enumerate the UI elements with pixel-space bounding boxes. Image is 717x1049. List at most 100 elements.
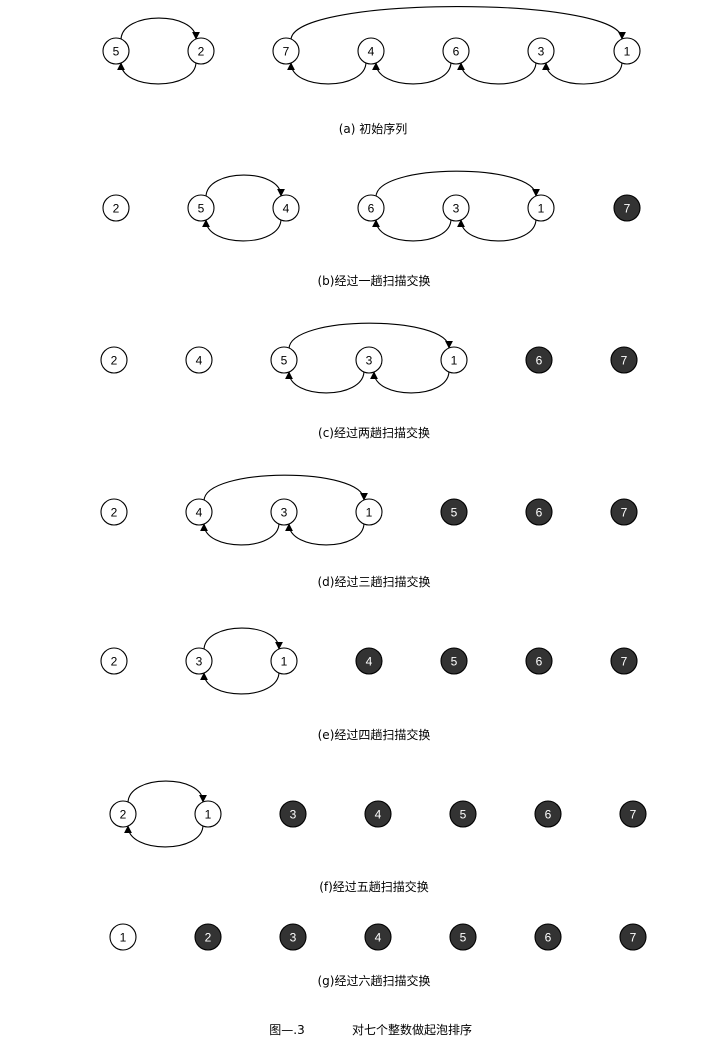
node-label: 2 [111,354,118,368]
node-label: 2 [120,808,127,822]
node-label: 2 [111,506,118,520]
node-label: 7 [621,655,628,669]
node-label: 6 [453,45,460,59]
panel-caption: (g)经过六趟扫描交换 [318,973,431,988]
figure-caption-label: 图—.3 [269,1023,304,1037]
panel-d: 2 4 3 1 5 6 7 (d)经过三趟扫描交换 [100,474,638,589]
sorted-node-circle [610,346,638,374]
node-circle [194,800,222,828]
node-label: 5 [198,202,205,216]
node: 3 [279,800,307,828]
node-label: 7 [624,202,631,216]
swap-arrow [290,6,626,41]
node: 7 [613,194,641,222]
node: 6 [442,37,470,65]
sorted-node-circle [610,498,638,526]
swap-arrow [124,824,204,848]
node: 6 [525,346,553,374]
node: 4 [364,800,392,828]
sorted-node-circle [279,923,307,951]
panels-layer: 5 2 7 4 6 3 1 (a) 初始序列 2 5 4 6 3 1 7 (b)经过一趟扫描交换 2 4 5 3 1 6 7… [100,6,647,988]
sorted-node-circle [364,923,392,951]
node-label: 7 [630,931,637,945]
panel-caption: (c)经过两趟扫描交换 [318,425,430,440]
node-circle [272,37,300,65]
node: 2 [100,647,128,675]
node-label: 5 [460,931,467,945]
swap-arrow [127,780,207,804]
node: 3 [270,498,298,526]
node-label: 6 [536,354,543,368]
node-label: 2 [113,202,120,216]
sorted-node-circle [619,800,647,828]
node: 7 [610,498,638,526]
node-label: 5 [113,45,120,59]
node-circle [185,498,213,526]
panel-f: 2 1 3 4 5 6 7 (f)经过五趟扫描交换 [109,780,647,894]
node-circle [272,194,300,222]
node-label: 4 [375,808,382,822]
swap-arrow [285,370,365,394]
node: 2 [194,923,222,951]
panel-e: 2 3 1 4 5 6 7 (e)经过四趟扫描交换 [100,627,638,742]
node-label: 1 [538,202,545,216]
node-circle [185,647,213,675]
panel-c: 2 4 5 3 1 6 7 (c)经过两趟扫描交换 [100,322,638,440]
node: 7 [619,923,647,951]
swap-arrow [205,174,285,198]
node-label: 2 [198,45,205,59]
node: 3 [442,194,470,222]
sorted-node-circle [449,923,477,951]
node: 4 [185,498,213,526]
swap-arrow [372,218,452,242]
node-circle [102,194,130,222]
node: 5 [449,800,477,828]
panel-caption: (b)经过一趟扫描交换 [318,273,431,288]
node: 7 [619,800,647,828]
node: 4 [272,194,300,222]
swap-arrow [120,17,200,41]
swap-arrow [200,522,280,546]
node: 4 [357,37,385,65]
node: 5 [449,923,477,951]
node-circle [355,346,383,374]
sorted-node-circle [534,923,562,951]
node-label: 3 [538,45,545,59]
node-label: 6 [536,655,543,669]
node-circle [355,498,383,526]
node-circle [270,498,298,526]
node-label: 1 [366,506,373,520]
node: 2 [102,194,130,222]
sorted-node-circle [534,800,562,828]
node-label: 3 [290,808,297,822]
node: 6 [534,923,562,951]
node: 1 [109,923,137,951]
node-circle [270,647,298,675]
panel-a: 5 2 7 4 6 3 1 (a) 初始序列 [102,6,641,136]
node-circle [357,37,385,65]
node: 4 [364,923,392,951]
swap-arrow [288,322,453,350]
sorted-node-circle [610,647,638,675]
node-label: 4 [283,202,290,216]
sorted-node-circle [525,498,553,526]
panel-caption: (a) 初始序列 [339,121,408,136]
node-label: 4 [375,931,382,945]
node-label: 6 [536,506,543,520]
node-label: 1 [205,808,212,822]
sorted-node-circle [613,194,641,222]
sorted-node-circle [364,800,392,828]
node: 6 [534,800,562,828]
node-circle [613,37,641,65]
node-circle [109,923,137,951]
node-label: 7 [630,808,637,822]
sorted-node-circle [440,498,468,526]
node-circle [185,346,213,374]
swap-arrow [117,61,197,85]
node-label: 1 [120,931,127,945]
node-circle [100,498,128,526]
node: 1 [613,37,641,65]
node: 2 [100,498,128,526]
swap-arrow [375,170,540,198]
swap-arrow [542,61,623,85]
